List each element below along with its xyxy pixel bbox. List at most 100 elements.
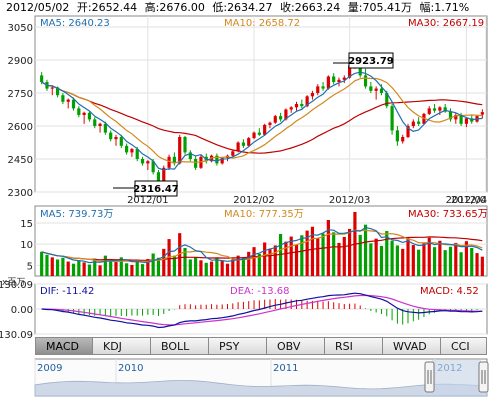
volume-bar [188, 259, 192, 276]
price-x-tick-label: 2012/0 [451, 195, 486, 206]
header-low: 2634.27 [227, 1, 273, 14]
volume-bar [443, 250, 447, 276]
candle-body [348, 65, 352, 78]
tab-wvad[interactable]: WVAD [383, 337, 441, 355]
price-panel-frame [34, 15, 488, 193]
candle-body [215, 155, 219, 164]
volume-bar [263, 242, 267, 276]
volume-y-axis: 15 10 5 [20, 219, 33, 272]
volume-bar [448, 246, 453, 276]
navigator-right-handle[interactable] [478, 361, 489, 393]
candle-body [300, 104, 304, 107]
volume-bar [342, 236, 346, 276]
volume-bar [209, 261, 214, 276]
candle-body [50, 87, 54, 89]
volume-bar [135, 261, 139, 276]
volume-bar [310, 226, 315, 276]
volume-bar [379, 245, 384, 276]
volume-legend-ma30: MA30: 733.65万 [408, 209, 488, 220]
candle-body [390, 106, 394, 131]
header-high-label: 高: [145, 0, 160, 14]
volume-bar [247, 251, 251, 276]
volume-bar [231, 259, 235, 276]
volume-bars [40, 211, 484, 276]
volume-bar [411, 245, 415, 276]
macd-histogram [46, 299, 483, 325]
candle-body [342, 77, 346, 80]
header-close: 2663.24 [295, 1, 341, 14]
tab-macd[interactable]: MACD [35, 337, 93, 355]
header-volume-label: 量: [348, 1, 363, 14]
volume-bar [130, 264, 134, 276]
price-y-tick-label: 2750 [8, 89, 33, 100]
candle-body [278, 116, 283, 120]
volume-bar [241, 257, 246, 276]
volume-bar [337, 242, 341, 276]
candle-body [156, 172, 161, 186]
volume-bar [427, 237, 431, 276]
tab-psy[interactable]: PSY [209, 337, 267, 355]
volume-bar [321, 233, 325, 276]
price-legend-ma10: MA10: 2658.72 [224, 18, 300, 29]
tab-rsi[interactable]: RSI [325, 337, 383, 355]
tab-kdj[interactable]: KDJ [93, 337, 151, 355]
volume-bar [77, 260, 81, 276]
navigator-right-handle-box[interactable] [478, 361, 489, 393]
candle-body [268, 122, 272, 125]
volume-y-tick-label: 10 [20, 240, 33, 251]
candle-body [401, 137, 405, 142]
volume-bar [109, 260, 113, 276]
tab-boll[interactable]: BOLL [151, 337, 209, 355]
candle-body [167, 156, 171, 168]
candle-body [119, 137, 123, 146]
volume-bar [215, 257, 219, 276]
volume-bar [220, 260, 224, 276]
volume-panel: 15 10 5 MA5: 739.73万 MA10: 777.35万 MA30: 7… [2, 205, 488, 288]
macd-y-tick-label: 130.09 [0, 280, 33, 291]
candle-body [385, 93, 389, 107]
candle-body [247, 138, 251, 146]
volume-bar [82, 262, 86, 276]
candle-body [448, 111, 453, 120]
volume-bar [50, 257, 54, 276]
volume-bar [480, 256, 484, 276]
macd-y-tick-label: 0.00 [11, 305, 33, 316]
volume-bar [406, 238, 410, 276]
navigator-left-handle[interactable] [424, 361, 435, 393]
candle-body [146, 161, 150, 164]
candle-body [183, 137, 187, 153]
candle-body [454, 115, 458, 120]
volume-bar [268, 249, 272, 276]
candle-body [427, 108, 431, 114]
volume-bar [61, 257, 65, 276]
price-x-tick-label: 2012/03 [329, 195, 371, 206]
volume-y-tick-label: 15 [20, 219, 33, 230]
candle-body [289, 107, 293, 110]
header-close-label: 收: [280, 0, 295, 14]
volume-bar [194, 256, 198, 276]
volume-bar [358, 234, 362, 276]
candle-body [257, 132, 261, 135]
volume-bar [156, 257, 161, 276]
price-x-tick-label: 2012/02 [233, 195, 275, 206]
price-x-tick-label: 2012/01 [127, 195, 169, 206]
navigator-selection[interactable] [432, 360, 481, 395]
price-x-tick-label: 2012/04 [446, 195, 488, 206]
volume-bar [438, 240, 442, 276]
candle-body [273, 116, 277, 123]
candle-body [125, 145, 129, 153]
header-change: 1.71% [434, 1, 469, 14]
candle-body [374, 88, 378, 91]
volume-bar [464, 241, 469, 276]
tab-obv[interactable]: OBV [267, 337, 325, 355]
tab-cci[interactable]: CCI [441, 337, 487, 355]
volume-bar [459, 252, 463, 276]
volume-bar [252, 247, 256, 276]
candle-body [93, 119, 97, 126]
volume-bar [151, 253, 155, 276]
navigator-left-handle-box[interactable] [424, 361, 435, 393]
candle-body [406, 126, 410, 137]
volume-bar [284, 241, 288, 276]
